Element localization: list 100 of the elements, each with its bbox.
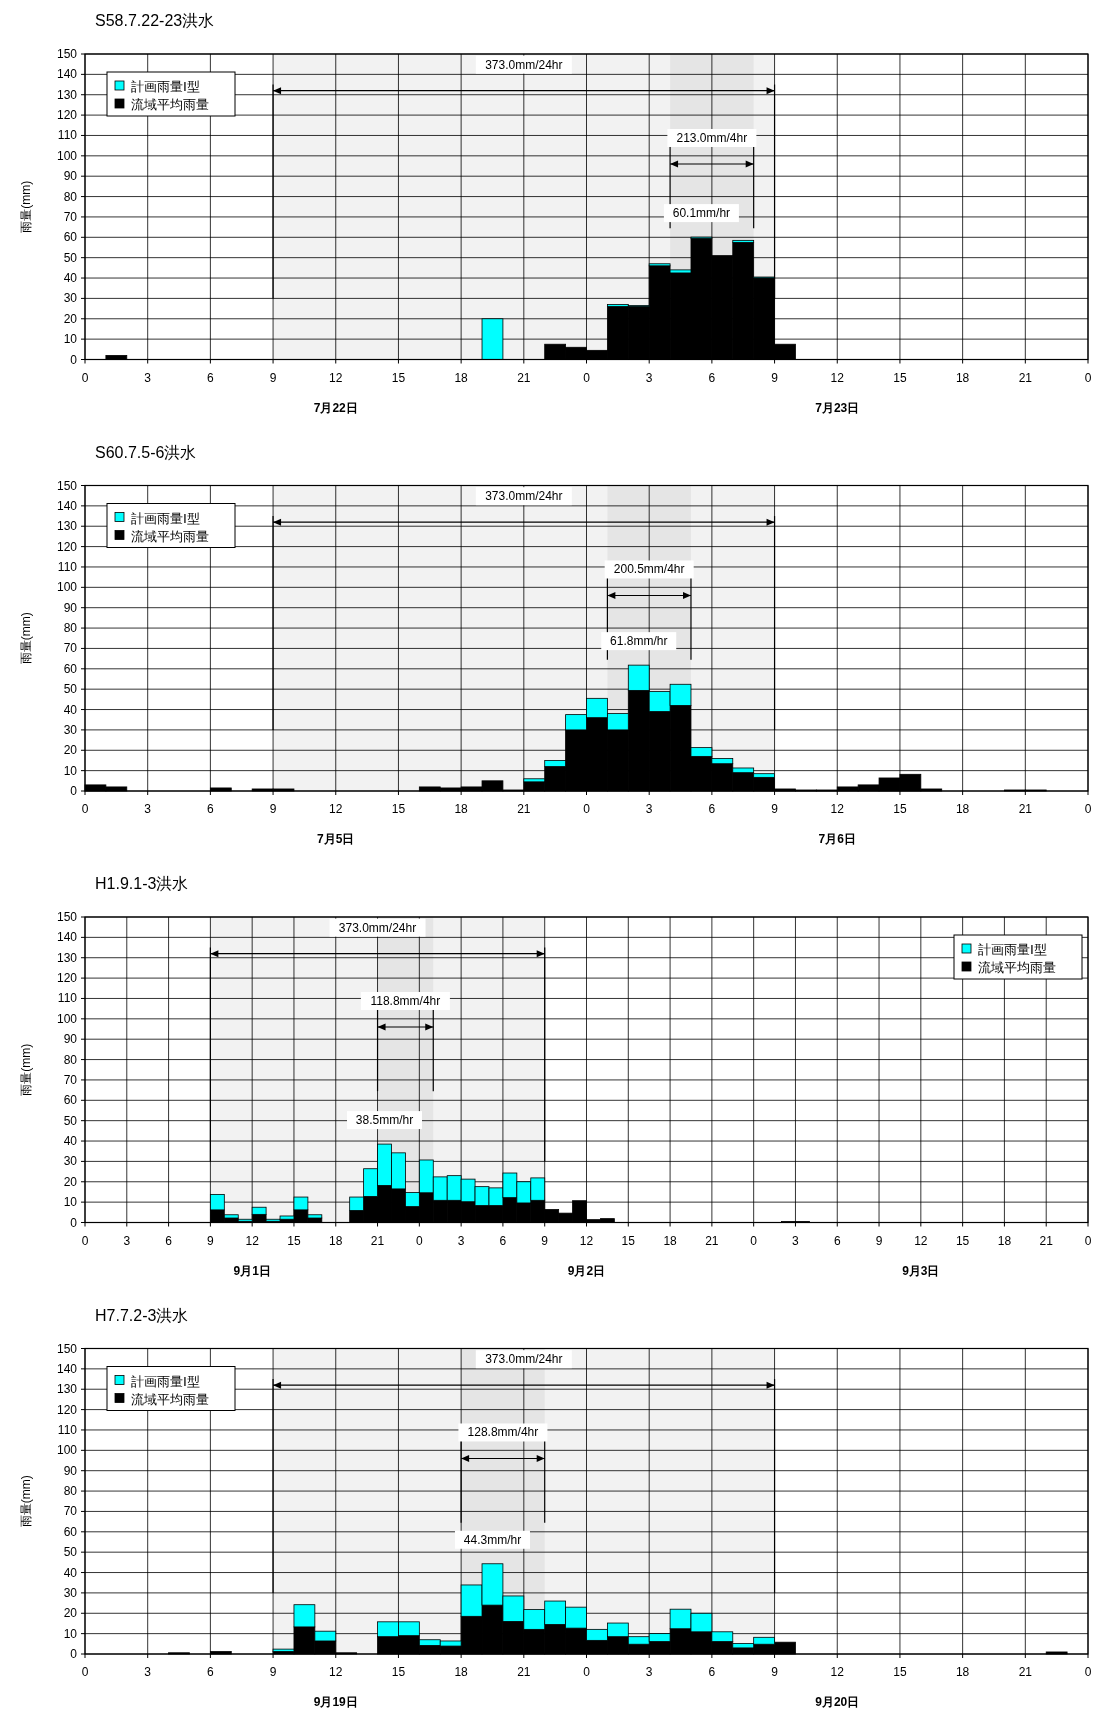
y-tick-label: 100 [56,1443,78,1458]
y-tick-label: 140 [56,930,78,945]
legend-label: 計画雨量Ⅰ型 [131,1373,200,1389]
y-tick-label: 140 [56,1361,78,1376]
y-tick-label: 40 [63,271,78,286]
y-tick-label: 30 [63,722,78,737]
x-tick-label: 0 [583,802,591,816]
x-tick-label: 3 [144,370,152,385]
y-tick-label: 70 [63,641,78,656]
y-tick-label: 40 [63,702,78,717]
y-tick-label: 0 [70,784,78,798]
x-tick-label: 12 [830,1665,845,1679]
x-tick-label: 3 [645,802,653,816]
x-tick-label: 9 [207,1233,215,1248]
x-tick-label: 12 [245,1233,260,1248]
y-tick-label: 20 [63,1174,78,1189]
x-tick-label: 18 [454,1665,469,1679]
text: 9月1日 [233,1263,271,1278]
text: 7月6日 [818,832,856,846]
x-tick-label: 0 [415,1233,423,1248]
x-tick-label: 0 [1084,802,1092,816]
y-tick-label: 40 [63,1565,78,1580]
chart-title: H7.7.2-3洪水 [95,1306,189,1324]
y-tick-label: 130 [56,519,78,534]
y-tick-label: 30 [63,291,78,306]
x-tick-label: 15 [893,802,907,816]
band-label: 373.0mm/24hr [338,920,417,935]
y-tick-label: 100 [56,148,78,163]
y-tick-label: 70 [63,209,78,224]
x-tick-label: 21 [517,1665,531,1679]
text: 9月19日 [313,1695,358,1709]
legend-label: 流域平均雨量 [131,97,209,112]
x-tick-label: 3 [792,1233,800,1248]
x-tick-label: 0 [1084,1665,1092,1679]
y-tick-label: 120 [56,1402,78,1417]
x-tick-label: 15 [391,802,406,816]
x-tick-label: 6 [207,1665,215,1679]
x-tick-label: 21 [1039,1233,1054,1248]
x-tick-label: 9 [875,1233,883,1248]
annotation: 44.3mm/hr [463,1532,522,1547]
y-tick-label: 20 [63,1606,78,1621]
x-tick-label: 0 [81,1665,89,1679]
x-tick-label: 12 [830,802,845,816]
legend-label: 流域平均雨量 [978,960,1056,975]
x-tick-label: 6 [499,1233,507,1248]
x-tick-label: 9 [269,802,277,816]
band-label: 128.8mm/4hr [467,1425,539,1440]
chart-title: S58.7.22-23洪水 [95,12,215,29]
x-tick-label: 0 [81,1233,89,1248]
y-tick-label: 50 [63,1113,78,1128]
x-tick-label: 12 [830,370,845,385]
x-tick-label: 0 [1084,370,1092,385]
x-tick-label: 21 [1018,1665,1033,1679]
y-axis-title: 雨量(mm) [19,180,33,233]
text: 9月3日 [902,1263,940,1278]
x-tick-label: 6 [165,1233,173,1248]
x-tick-label: 21 [705,1233,719,1248]
y-tick-label: 120 [56,971,78,986]
text: 9月20日 [815,1695,860,1709]
x-tick-label: 18 [454,802,469,816]
x-tick-label: 21 [1018,370,1033,385]
y-tick-label: 60 [63,230,78,245]
chart-title: S60.7.5-6洪水 [95,443,197,461]
x-tick-label: 15 [955,1233,970,1248]
band-label: 373.0mm/24hr [485,57,563,72]
x-tick-label: 0 [1084,1233,1092,1248]
x-tick-label: 6 [708,370,716,385]
y-tick-label: 110 [57,128,78,143]
y-tick-label: 80 [63,189,78,204]
x-tick-label: 9 [269,1665,277,1679]
x-tick-label: 0 [583,370,591,385]
y-tick-label: 80 [63,621,78,636]
x-tick-label: 0 [750,1233,758,1248]
y-tick-label: 10 [63,1195,78,1210]
y-tick-label: 120 [56,108,78,123]
band-label: 118.8mm/4hr [370,993,441,1008]
x-tick-label: 9 [771,802,779,816]
y-tick-label: 60 [63,1093,78,1108]
y-tick-label: 0 [70,1647,78,1661]
x-tick-label: 9 [771,370,779,385]
x-tick-label: 6 [708,802,716,816]
x-tick-label: 18 [454,370,469,385]
y-tick-label: 90 [63,1463,78,1478]
text: 9月2日 [567,1263,606,1278]
x-tick-label: 6 [833,1233,841,1248]
x-tick-label: 12 [329,802,343,816]
band-label: 200.5mm/4hr [613,562,685,577]
x-tick-label: 12 [914,1233,928,1248]
text: 7月22日 [313,400,358,415]
band-label: 213.0mm/4hr [676,130,748,145]
y-tick-label: 50 [63,1545,78,1560]
y-tick-label: 120 [56,539,78,554]
y-tick-label: 20 [63,743,78,758]
y-tick-label: 0 [70,352,78,367]
y-axis-title: 雨量(mm) [19,1043,33,1096]
annotation: 38.5mm/hr [355,1113,414,1128]
x-tick-label: 15 [893,1665,907,1679]
y-tick-label: 150 [56,47,78,61]
y-tick-label: 110 [57,559,78,574]
x-tick-label: 21 [517,370,531,385]
